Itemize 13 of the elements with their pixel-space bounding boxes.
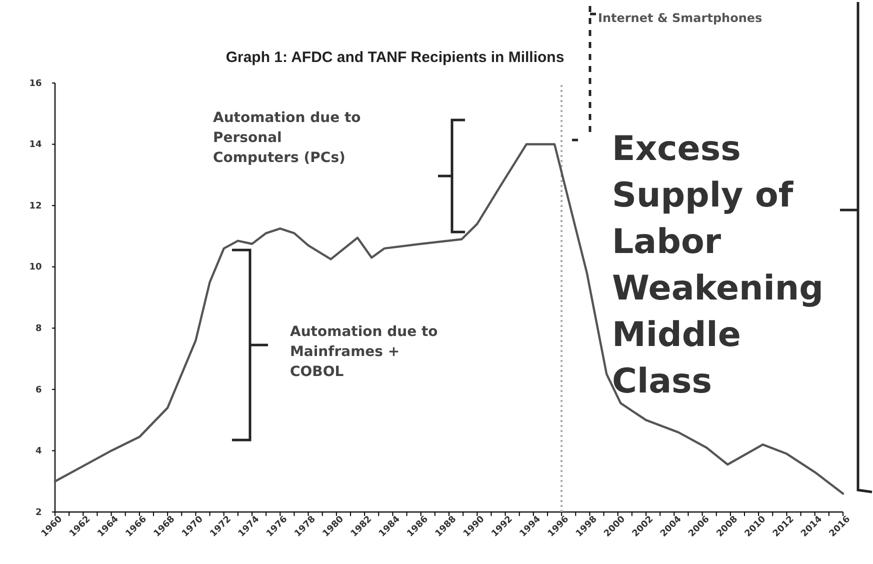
annotation: Automation due to Mainframes + COBOL xyxy=(290,324,438,380)
chart-title: Graph 1: AFDC and TANF Recipients in Millions xyxy=(226,49,564,66)
annotation: Excess Supply of Labor Weakening Middle Class xyxy=(612,129,824,402)
y-tick-label: 8 xyxy=(36,324,42,334)
y-tick-label: 10 xyxy=(29,262,42,273)
y-tick-label: 2 xyxy=(36,508,42,518)
y-tick-label: 12 xyxy=(29,201,42,212)
y-tick-label: 16 xyxy=(29,78,42,89)
text: Internet & Smartphones xyxy=(598,11,762,25)
y-tick-label: 6 xyxy=(36,385,42,396)
y-tick-label: 4 xyxy=(36,446,42,457)
y-tick-label: 14 xyxy=(29,140,42,150)
annotation: Automation due to Personal Computers (PCs) xyxy=(213,110,362,166)
